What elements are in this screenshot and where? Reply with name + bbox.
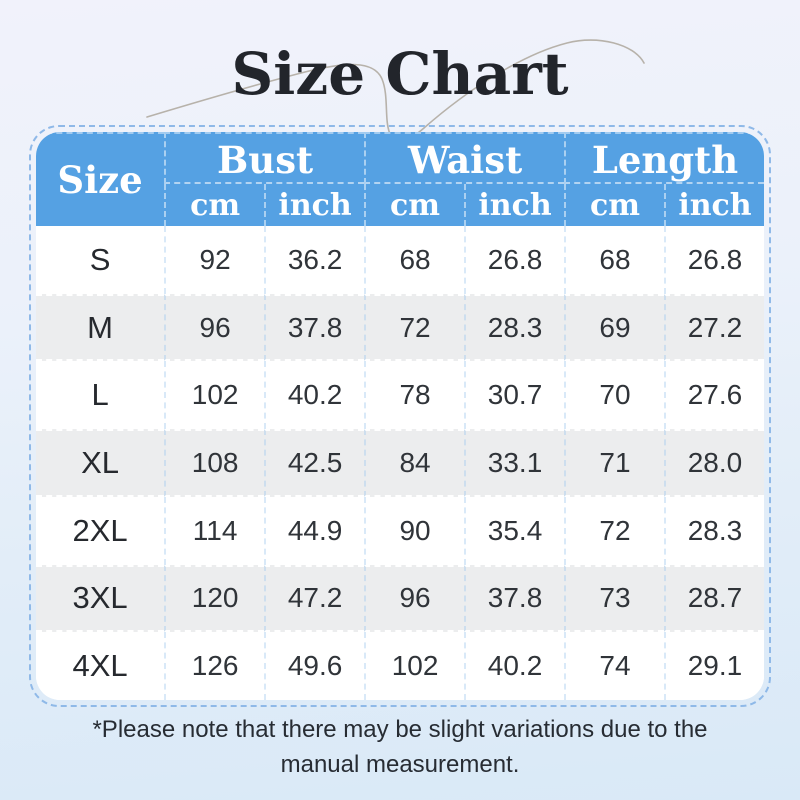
- measurement-value: 114: [164, 496, 265, 565]
- measurement-value: 29.1: [663, 632, 764, 700]
- measurement-value: 27.2: [663, 293, 764, 362]
- table-row: 2XL 114 44.9 90 35.4 72 28.3: [36, 496, 764, 565]
- measurement-value: 49.6: [264, 632, 365, 700]
- measurement-value: 40.2: [464, 632, 564, 700]
- col-header-length: Length: [564, 132, 764, 184]
- measurement-value: 69: [564, 293, 664, 362]
- measurement-value: 40.2: [264, 361, 365, 430]
- size-table: Size Bust Waist Length cm inch cm inch c…: [36, 132, 764, 700]
- col-header-size: Size: [36, 132, 165, 226]
- header-unit-row: cm inch cm inch cm inch: [36, 184, 764, 226]
- measurement-value: 68: [364, 226, 465, 294]
- measurement-value: 102: [364, 632, 465, 700]
- unit-header-length-cm: cm: [564, 184, 664, 226]
- size-label: M: [36, 293, 165, 362]
- measurement-value: 33.1: [464, 429, 564, 497]
- unit-header-length-inch: inch: [663, 184, 764, 226]
- measurement-value: 30.7: [464, 361, 564, 430]
- unit-header-waist-inch: inch: [464, 184, 564, 226]
- measurement-value: 84: [364, 429, 465, 497]
- measurement-value: 28.7: [663, 564, 764, 633]
- measurement-value: 90: [364, 496, 465, 565]
- size-table-panel: Size Bust Waist Length cm inch cm inch c…: [36, 132, 764, 700]
- measurement-value: 92: [164, 226, 265, 294]
- measurement-value: 71: [564, 429, 664, 497]
- size-label: L: [36, 361, 165, 430]
- measurement-value: 72: [364, 293, 465, 362]
- size-label: XL: [36, 429, 165, 497]
- page-title: Size Chart: [231, 40, 569, 108]
- measurement-value: 120: [164, 564, 265, 633]
- size-label: 3XL: [36, 564, 165, 633]
- measurement-value: 74: [564, 632, 664, 700]
- measurement-note-line2: manual measurement.: [280, 751, 520, 778]
- col-header-waist: Waist: [364, 132, 564, 184]
- measurement-value: 26.8: [464, 226, 564, 294]
- unit-header-waist-cm: cm: [364, 184, 465, 226]
- size-label: 2XL: [36, 496, 165, 565]
- size-table-header: Size Bust Waist Length cm inch cm inch c…: [36, 132, 764, 226]
- size-table-body: S 92 36.2 68 26.8 68 26.8 M 96 37.8 72 28.3 69 27.2 L 1…: [36, 226, 764, 700]
- header-group-row: Size Bust Waist Length: [36, 132, 764, 226]
- measurement-value: 28.0: [663, 429, 764, 497]
- table-row: M 96 37.8 72 28.3 69 27.2: [36, 293, 764, 362]
- measurement-value: 68: [564, 226, 664, 294]
- unit-header-bust-cm: cm: [164, 184, 265, 226]
- measurement-value: 26.8: [663, 226, 764, 294]
- measurement-value: 78: [364, 361, 465, 430]
- measurement-value: 36.2: [264, 226, 365, 294]
- measurement-note: *Please note that there may be slight va…: [0, 712, 800, 782]
- measurement-value: 73: [564, 564, 664, 633]
- table-row: XL 108 42.5 84 33.1 71 28.0: [36, 429, 764, 497]
- size-label: 4XL: [36, 632, 165, 700]
- measurement-value: 44.9: [264, 496, 365, 565]
- measurement-value: 126: [164, 632, 265, 700]
- table-row: 3XL 120 47.2 96 37.8 73 28.7: [36, 564, 764, 633]
- measurement-value: 96: [164, 293, 265, 362]
- measurement-value: 35.4: [464, 496, 564, 565]
- col-header-bust: Bust: [164, 132, 365, 184]
- measurement-value: 47.2: [264, 564, 365, 633]
- measurement-value: 28.3: [663, 496, 764, 565]
- unit-header-bust-inch: inch: [264, 184, 365, 226]
- measurement-value: 27.6: [663, 361, 764, 430]
- measurement-value: 102: [164, 361, 265, 430]
- measurement-value: 108: [164, 429, 265, 497]
- measurement-value: 42.5: [264, 429, 365, 497]
- measurement-value: 70: [564, 361, 664, 430]
- table-row: L 102 40.2 78 30.7 70 27.6: [36, 361, 764, 430]
- measurement-value: 96: [364, 564, 465, 633]
- measurement-value: 28.3: [464, 293, 564, 362]
- table-row: S 92 36.2 68 26.8 68 26.8: [36, 226, 764, 294]
- measurement-value: 37.8: [464, 564, 564, 633]
- size-table-container: Size Bust Waist Length cm inch cm inch c…: [29, 125, 771, 707]
- size-label: S: [36, 226, 165, 294]
- measurement-value: 37.8: [264, 293, 365, 362]
- measurement-note-line1: *Please note that there may be slight va…: [92, 716, 708, 743]
- measurement-value: 72: [564, 496, 664, 565]
- table-row: 4XL 126 49.6 102 40.2 74 29.1: [36, 632, 764, 700]
